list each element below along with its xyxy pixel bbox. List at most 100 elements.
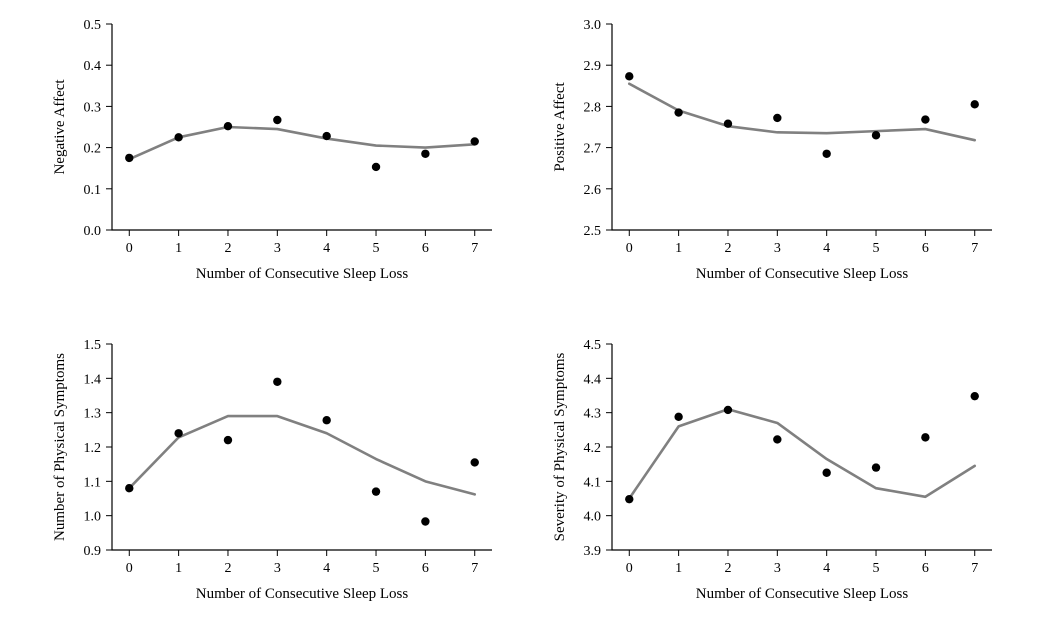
data-point <box>224 122 232 130</box>
data-point <box>674 108 682 116</box>
axes <box>112 24 492 230</box>
y-axis-label: Negative Affect <box>52 79 68 175</box>
y-tick-label: 4.2 <box>584 441 602 456</box>
y-tick-label: 1.5 <box>84 338 102 353</box>
x-tick-label: 7 <box>971 561 978 576</box>
y-tick-label: 1.2 <box>84 441 102 456</box>
x-tick-label: 5 <box>373 241 380 256</box>
chart-grid: { "layout": { "canvas_width": 1050, "can… <box>0 0 1050 640</box>
x-tick-label: 1 <box>675 241 682 256</box>
chart-svg: 012345673.94.04.14.24.34.44.5Number of C… <box>540 330 1010 620</box>
data-point <box>471 458 479 466</box>
data-point <box>872 463 880 471</box>
data-point <box>372 487 380 495</box>
y-axis-label: Severity of Physical Symptoms <box>552 352 568 541</box>
y-tick-label: 1.4 <box>84 372 102 387</box>
x-tick-label: 2 <box>724 561 731 576</box>
data-point <box>625 72 633 80</box>
data-point <box>773 435 781 443</box>
x-tick-label: 3 <box>774 241 781 256</box>
data-point <box>773 114 781 122</box>
data-point <box>921 433 929 441</box>
x-tick-label: 3 <box>274 241 281 256</box>
panel-negative-affect: 012345670.00.10.20.30.40.5Number of Cons… <box>40 10 510 300</box>
y-axis-label: Positive Affect <box>552 82 568 172</box>
y-tick-label: 1.1 <box>84 475 102 490</box>
data-point <box>322 132 330 140</box>
y-tick-label: 4.5 <box>584 338 602 353</box>
y-tick-label: 3.9 <box>584 544 602 559</box>
axes <box>612 24 992 230</box>
x-tick-label: 2 <box>224 561 231 576</box>
data-point <box>273 116 281 124</box>
panel-sev-physical-symptoms: 012345673.94.04.14.24.34.44.5Number of C… <box>540 330 1010 620</box>
data-point <box>322 416 330 424</box>
y-tick-label: 4.4 <box>584 372 602 387</box>
x-tick-label: 3 <box>774 561 781 576</box>
y-tick-label: 2.7 <box>584 142 602 157</box>
y-tick-label: 0.5 <box>84 18 102 33</box>
x-tick-label: 2 <box>724 241 731 256</box>
fit-line <box>629 409 974 498</box>
y-tick-label: 4.0 <box>584 510 602 525</box>
chart-svg: 012345670.00.10.20.30.40.5Number of Cons… <box>40 10 510 300</box>
y-tick-label: 1.3 <box>84 407 102 422</box>
y-tick-label: 2.9 <box>584 59 602 74</box>
x-tick-label: 1 <box>675 561 682 576</box>
axes <box>612 344 992 550</box>
data-point <box>273 378 281 386</box>
y-tick-label: 4.1 <box>584 475 602 490</box>
panel-num-physical-symptoms: 012345670.91.01.11.21.31.41.5Number of C… <box>40 330 510 620</box>
x-tick-label: 1 <box>175 561 182 576</box>
x-tick-label: 4 <box>823 561 830 576</box>
x-tick-label: 3 <box>274 561 281 576</box>
x-tick-label: 6 <box>922 561 929 576</box>
y-tick-label: 3.0 <box>584 18 602 33</box>
x-tick-label: 0 <box>126 561 133 576</box>
chart-svg: 012345672.52.62.72.82.93.0Number of Cons… <box>540 10 1010 300</box>
data-point <box>224 436 232 444</box>
x-tick-label: 7 <box>471 561 478 576</box>
x-tick-label: 4 <box>323 561 330 576</box>
data-point <box>872 131 880 139</box>
data-point <box>125 484 133 492</box>
x-tick-label: 4 <box>823 241 830 256</box>
data-point <box>724 406 732 414</box>
x-tick-label: 6 <box>922 241 929 256</box>
x-axis-label: Number of Consecutive Sleep Loss <box>696 586 909 602</box>
fit-line <box>129 416 474 494</box>
data-point <box>971 100 979 108</box>
x-tick-label: 0 <box>126 241 133 256</box>
data-point <box>421 517 429 525</box>
chart-svg: 012345670.91.01.11.21.31.41.5Number of C… <box>40 330 510 620</box>
x-tick-label: 5 <box>873 241 880 256</box>
panel-positive-affect: 012345672.52.62.72.82.93.0Number of Cons… <box>540 10 1010 300</box>
data-point <box>674 413 682 421</box>
x-tick-label: 7 <box>471 241 478 256</box>
x-tick-label: 6 <box>422 241 429 256</box>
y-axis-label: Number of Physical Symptoms <box>52 353 68 541</box>
y-tick-label: 0.0 <box>84 224 102 239</box>
x-tick-label: 2 <box>224 241 231 256</box>
data-point <box>971 392 979 400</box>
x-tick-label: 6 <box>422 561 429 576</box>
x-tick-label: 1 <box>175 241 182 256</box>
y-tick-label: 2.6 <box>584 183 602 198</box>
y-tick-label: 2.8 <box>584 100 602 115</box>
data-point <box>822 469 830 477</box>
x-axis-label: Number of Consecutive Sleep Loss <box>696 266 909 282</box>
y-tick-label: 0.2 <box>84 142 102 157</box>
x-tick-label: 5 <box>873 561 880 576</box>
data-point <box>625 495 633 503</box>
y-tick-label: 2.5 <box>584 224 602 239</box>
x-tick-label: 0 <box>626 561 633 576</box>
data-point <box>125 154 133 162</box>
data-point <box>471 137 479 145</box>
data-point <box>724 120 732 128</box>
data-point <box>822 150 830 158</box>
y-tick-label: 0.3 <box>84 100 102 115</box>
data-point <box>421 150 429 158</box>
y-tick-label: 0.1 <box>84 183 102 198</box>
x-axis-label: Number of Consecutive Sleep Loss <box>196 266 409 282</box>
data-point <box>174 133 182 141</box>
